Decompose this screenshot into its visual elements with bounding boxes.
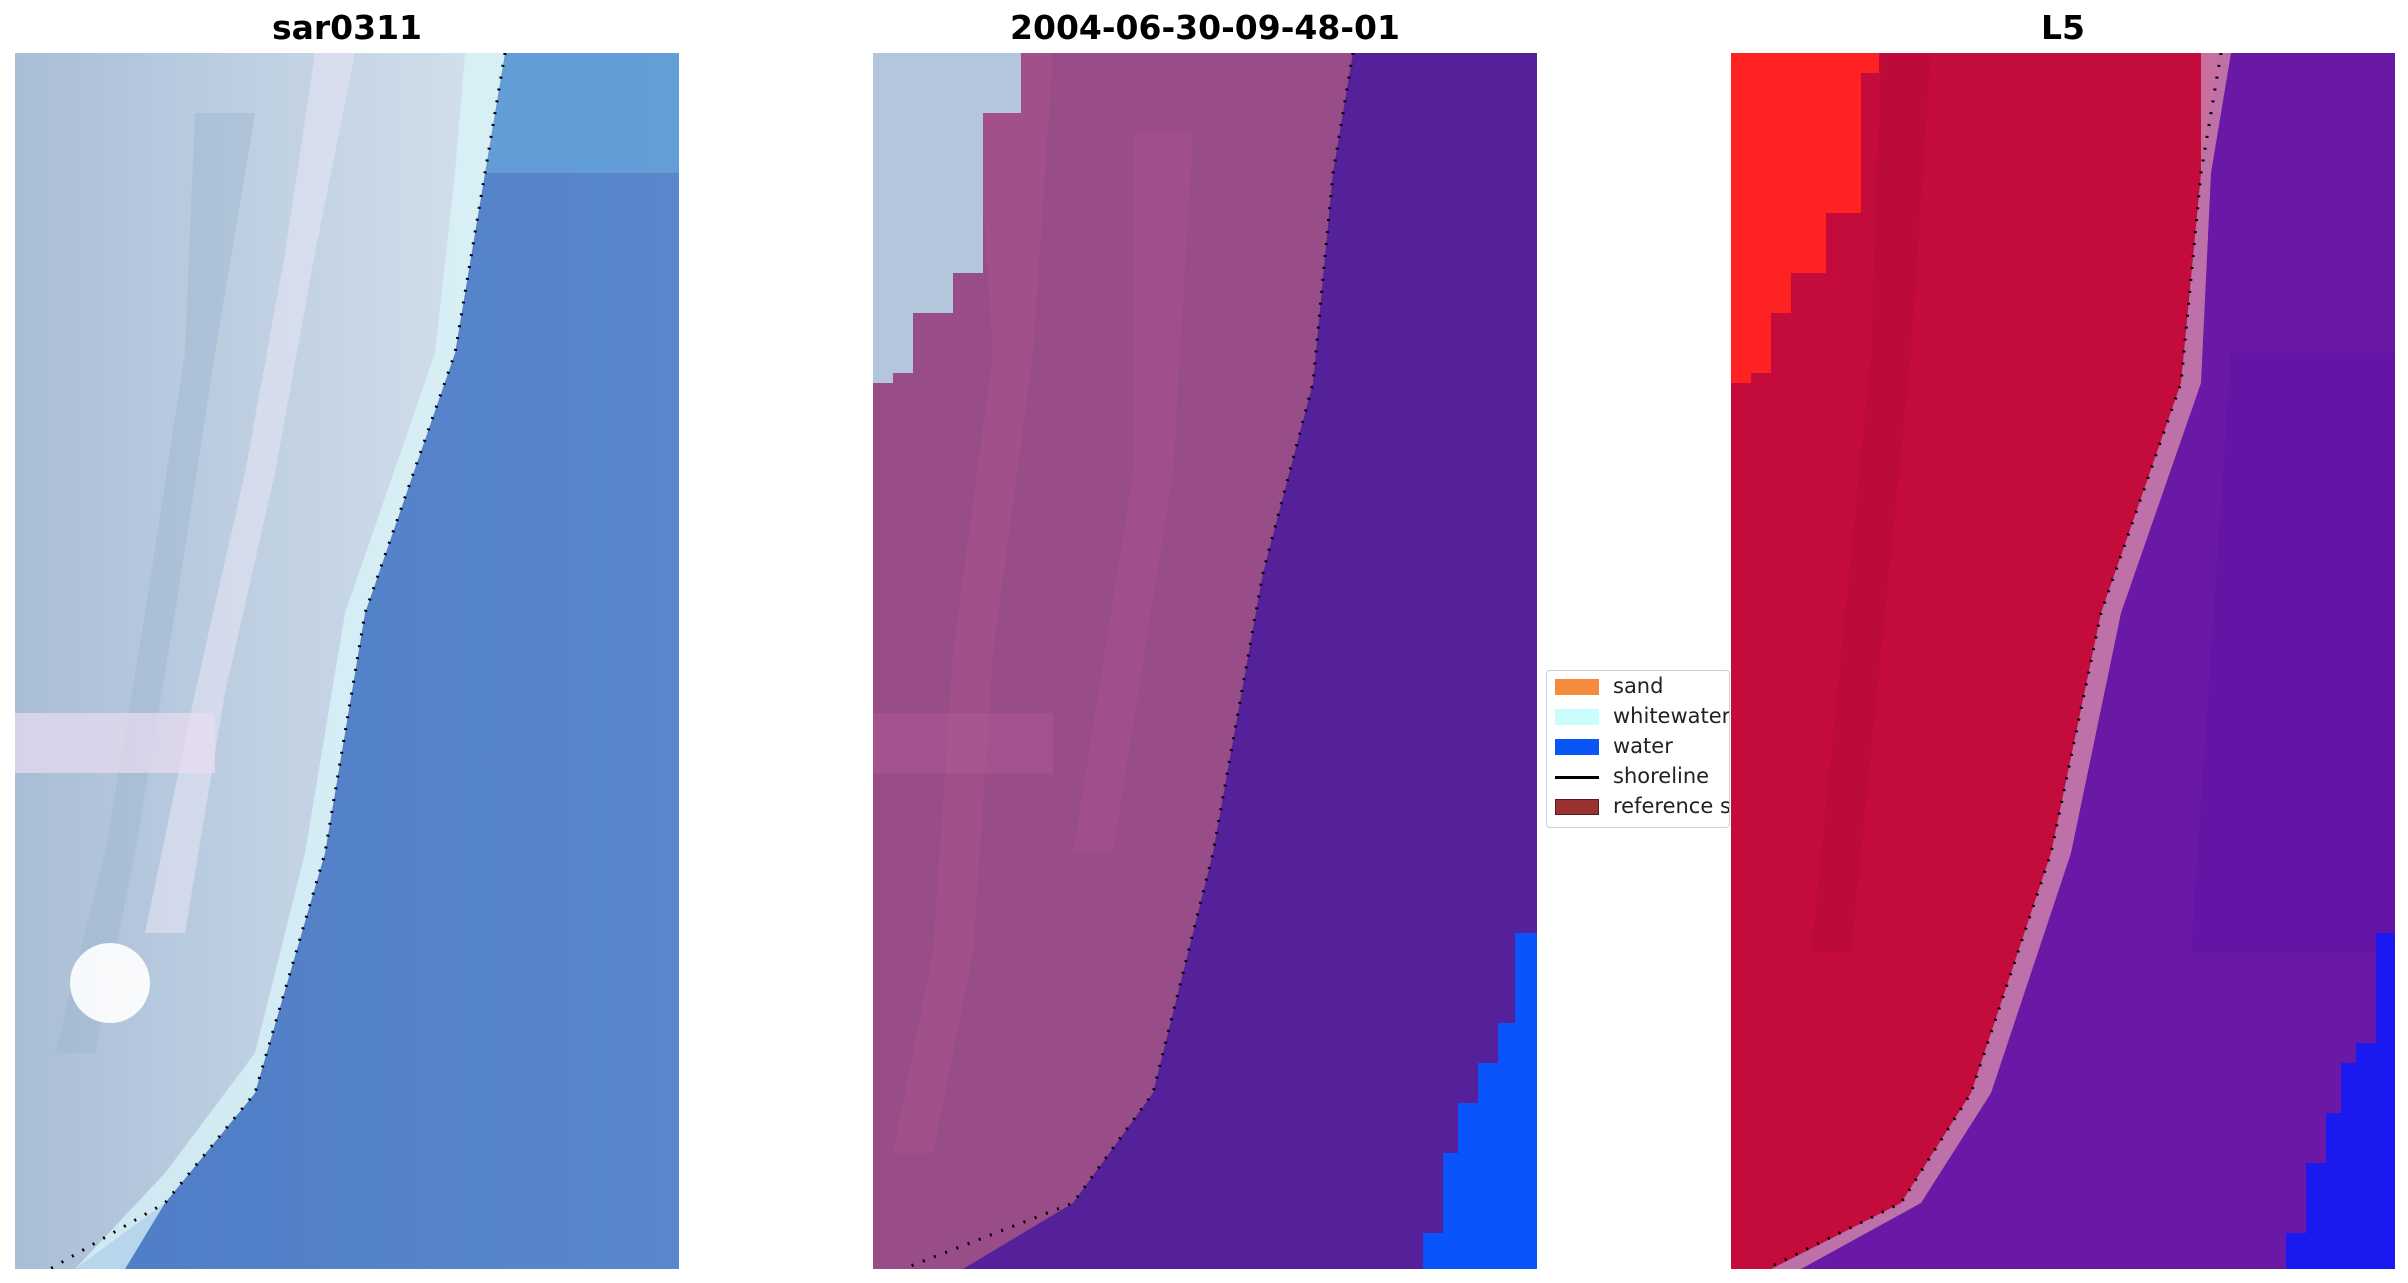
- rgb-image: [15, 53, 679, 1269]
- classified-image: [873, 53, 1537, 1269]
- index-image-panel: [1731, 53, 2395, 1269]
- rgb-image-panel: [15, 53, 679, 1269]
- bright-index-area: [1731, 53, 1879, 383]
- land-class-area: [873, 53, 1021, 383]
- legend-item-whitewater: whitewater: [1547, 701, 1730, 731]
- water-swatch: [1555, 739, 1599, 755]
- legend-item-sand: sand: [1547, 671, 1729, 701]
- legend: sand whitewater water shoreline referenc…: [1546, 670, 1730, 828]
- sand-swatch: [1555, 679, 1599, 695]
- reference-shoreline: [902, 53, 1355, 1269]
- classified-image-panel: [873, 53, 1537, 1269]
- shoreline-line-swatch: [1555, 776, 1599, 779]
- deep-water-index-area: [2286, 933, 2395, 1269]
- sand-class-area: [873, 53, 1353, 1269]
- legend-label: water: [1613, 734, 1673, 758]
- panel-title-index: L5: [2041, 8, 2085, 47]
- legend-item-water: water: [1547, 731, 1729, 761]
- legend-item-shoreline: shoreline: [1547, 761, 1729, 791]
- legend-label: reference s: [1613, 794, 1730, 818]
- panel-title-rgb: sar0311: [271, 8, 423, 47]
- panel-title-classified: 2004-06-30-09-48-01: [1010, 8, 1400, 47]
- bright-water-class-area: [1423, 933, 1537, 1269]
- legend-label: sand: [1613, 674, 1664, 698]
- reference-shoreline-swatch: [1555, 799, 1599, 815]
- legend-item-reference-shoreline: reference s: [1547, 791, 1730, 821]
- legend-label: whitewater: [1613, 704, 1730, 728]
- land-index-area: [1731, 53, 2221, 1269]
- index-image: [1731, 53, 2395, 1269]
- legend-label: shoreline: [1613, 764, 1710, 788]
- whitewater-swatch: [1555, 709, 1599, 725]
- reference-shoreline: [1765, 53, 2223, 1269]
